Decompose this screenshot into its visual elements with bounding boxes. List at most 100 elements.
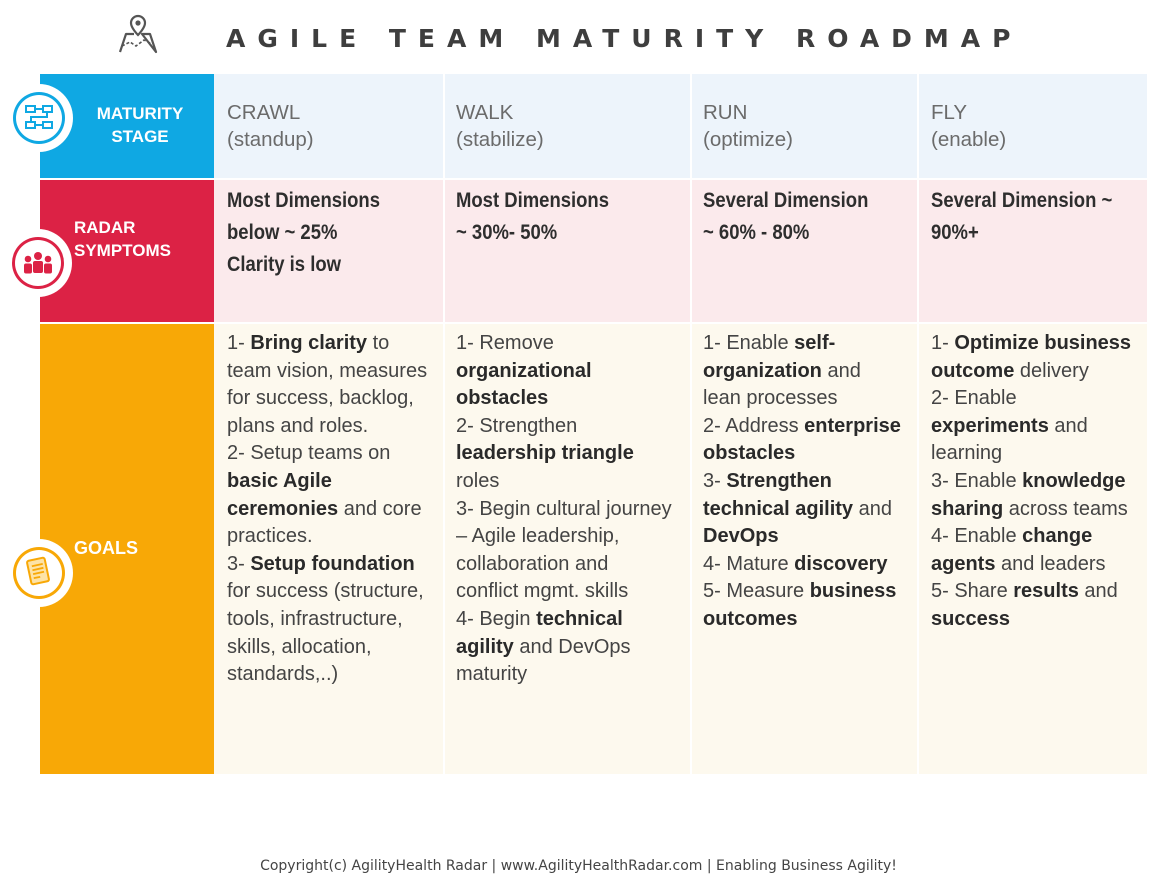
goal-text: 3- [703,469,727,492]
goal-text-bold: technical agility [703,497,854,520]
goal-text-bold: Setup foundation [250,552,415,575]
goal-line: ceremonies and core [227,496,427,524]
goal-line: success [931,606,1131,634]
stage-subtitle: (enable) [931,128,1007,151]
symptoms-row [214,180,1147,322]
goal-line: practices. [227,523,427,551]
goal-line: technical agility and [703,496,901,524]
goal-text: delivery [1014,359,1089,382]
goal-text: and DevOps [513,635,631,658]
symptom-line: below ~ 25% [227,221,338,244]
stage-name: RUN [703,101,748,124]
goal-text: 1- Enable [703,332,795,354]
goal-line: lean processes [703,385,901,413]
goal-line: tools, infrastructure, [227,606,427,634]
goal-text: and core [338,497,422,520]
goal-text: and [1048,414,1088,437]
goal-text: 1- [931,332,955,354]
stage-label-line2: STAGE [111,127,169,146]
goal-line: 1- Bring clarity to [227,330,427,358]
stage-cell-run: RUN (optimize) [703,99,793,153]
goal-text: conflict mgmt. skills [456,580,629,603]
goal-line: 2- Address enterprise [703,413,901,441]
goal-text: skills, allocation, [227,635,372,658]
goal-text: 3- Enable [931,469,1023,492]
symptom-line: Clarity is low [227,253,342,276]
goal-text-bold: obstacles [703,442,796,465]
symptoms-label-line1: RADAR [74,218,136,237]
symptoms-cell-fly: Several Dimension ~ 90%+ [931,185,1112,249]
symptom-line: ~ 30%- 50% [456,221,558,244]
goal-line: sharing across teams [931,496,1131,524]
symptom-line: Most Dimensions [456,189,609,212]
goal-text: and [821,359,861,382]
goal-text: and leaders [995,552,1106,575]
stage-cell-walk: WALK (stabilize) [456,99,544,153]
symptoms-label-line2: SYMPTOMS [74,241,171,260]
goal-text: 5- Measure [703,580,810,603]
goal-line: 4- Mature discovery [703,551,901,579]
symptoms-cell-crawl: Most Dimensions below ~ 25% Clarity is l… [227,185,380,281]
goal-text-bold: agents [931,552,996,575]
goals-cell-crawl: 1- Bring clarity to team vision, measures… [227,330,427,689]
checklist-icon [5,539,73,607]
goal-text: 2- Setup teams on [227,442,391,465]
goal-text-bold: organizational [456,359,592,382]
goal-text-bold: obstacles [456,387,549,410]
symptom-line: ~ 60% - 80% [703,221,810,244]
goal-line: for success, backlog, [227,385,427,413]
goal-line: skills, allocation, [227,634,427,662]
goal-text-bold: organization [703,359,822,382]
goal-text-bold: outcome [931,359,1015,382]
goals-cell-walk: 1- Remove organizational obstacles 2- Stren… [456,330,672,689]
goals-label: GOALS [74,538,139,558]
goal-line: outcomes [703,606,901,634]
stage-cell-fly: FLY (enable) [931,99,1006,153]
goal-text: to [367,332,390,354]
stage-name: WALK [456,101,514,124]
goal-line: 3- Strengthen [703,468,901,496]
column-divider [690,74,692,774]
goal-text-bold: enterprise [804,414,901,437]
stage-cell-crawl: CRAWL (standup) [227,99,314,153]
goal-line: 3- Setup foundation [227,551,427,579]
symptom-line: Several Dimension ~ [931,189,1113,212]
symptoms-cell-walk: Most Dimensions ~ 30%- 50% [456,185,609,249]
goal-line: experiments and [931,413,1131,441]
goal-text: 1- [227,332,251,354]
goal-text: 2- Enable [931,387,1017,410]
goal-text: across teams [1003,497,1128,520]
goal-text-bold: results [1013,580,1079,603]
goal-text-bold: experiments [931,414,1049,437]
goal-text-bold: outcomes [703,607,798,630]
goal-text: practices. [227,525,313,548]
goals-cell-fly: 1- Optimize business outcome delivery 2- E… [931,330,1131,634]
goal-text-bold: ceremonies [227,497,339,520]
goal-line: 4- Enable change [931,523,1131,551]
goal-line: 3- Enable knowledge [931,468,1131,496]
goal-text: and [1078,580,1118,603]
goal-text-bold: self- [794,332,836,354]
goal-line: – Agile leadership, [456,523,672,551]
goal-line: 2- Strengthen [456,413,672,441]
goal-text-bold: sharing [931,497,1004,520]
goals-label-cell: GOALS [40,324,214,774]
goal-line: organization and [703,358,901,386]
goal-line: plans and roles. [227,413,427,441]
goal-line: basic Agile [227,468,427,496]
stage-name: FLY [931,101,968,124]
goal-text-bold: Strengthen [726,469,832,492]
goal-line: 1- Optimize business [931,330,1131,358]
column-divider [917,74,919,774]
symptoms-cell-run: Several Dimension ~ 60% - 80% [703,185,868,249]
goal-text-bold: agility [456,635,514,658]
map-pin-icon [114,12,162,56]
goal-text: 4- Enable [931,525,1023,548]
stage-subtitle: (stabilize) [456,128,544,151]
goal-text: 4- Mature [703,552,795,575]
goal-line: 5- Measure business [703,578,901,606]
goal-text-bold: Bring clarity [250,332,368,354]
stage-subtitle: (standup) [227,128,314,151]
goals-cell-run: 1- Enable self-organization and lean proc… [703,330,901,634]
goal-text: for success, backlog, [227,387,414,410]
